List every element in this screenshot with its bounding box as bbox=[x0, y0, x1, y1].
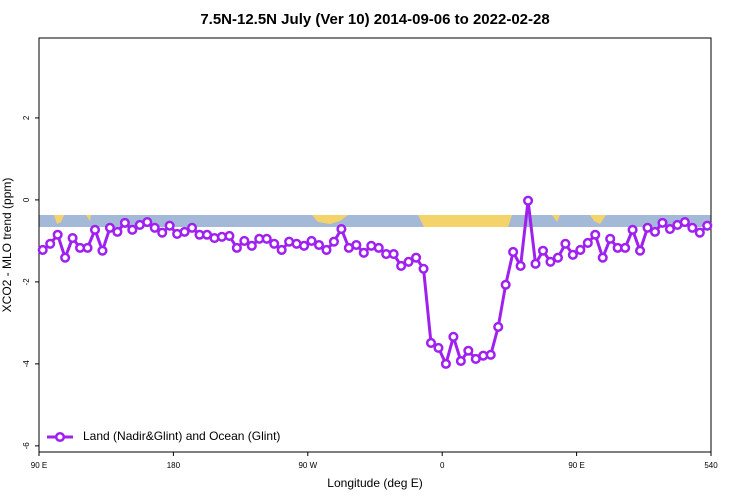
land bbox=[312, 215, 348, 224]
data-point bbox=[537, 245, 549, 256]
data-point bbox=[649, 226, 661, 237]
data-point bbox=[351, 239, 362, 251]
y-tick-label: -4 bbox=[22, 360, 31, 368]
data-point bbox=[231, 242, 242, 253]
data-point bbox=[37, 244, 48, 255]
data-point bbox=[67, 232, 78, 244]
data-point bbox=[515, 260, 526, 271]
data-point bbox=[119, 217, 130, 228]
data-point bbox=[627, 224, 638, 235]
x-tick-label: 90 W bbox=[298, 461, 317, 470]
data-point bbox=[605, 233, 616, 244]
data-point bbox=[142, 216, 153, 228]
data-point bbox=[60, 252, 71, 263]
data-point bbox=[261, 233, 272, 244]
data-point bbox=[567, 249, 578, 260]
data-point bbox=[433, 342, 444, 353]
data-point bbox=[396, 260, 407, 271]
data-point bbox=[45, 238, 56, 249]
land bbox=[590, 215, 606, 224]
data-point bbox=[411, 252, 422, 263]
data-point bbox=[664, 223, 675, 235]
data-point bbox=[448, 331, 459, 342]
data-point bbox=[642, 222, 653, 233]
data-point bbox=[597, 252, 608, 263]
data-point bbox=[89, 224, 101, 235]
data-point bbox=[545, 256, 556, 267]
data-point bbox=[418, 263, 429, 274]
land bbox=[86, 215, 91, 221]
data-point bbox=[104, 222, 115, 233]
data-point bbox=[493, 321, 504, 333]
y-tick-label: -2 bbox=[22, 278, 31, 286]
land bbox=[552, 215, 560, 222]
data-point bbox=[52, 229, 63, 240]
data-point bbox=[187, 222, 198, 233]
x-axis-label: Longitude (deg E) bbox=[327, 476, 422, 490]
data-point bbox=[500, 279, 511, 290]
x-tick-label: 90 E bbox=[568, 461, 584, 470]
x-tick-label: 180 bbox=[167, 461, 181, 470]
data-point bbox=[82, 242, 93, 253]
data-point bbox=[485, 349, 496, 360]
data-point bbox=[313, 239, 325, 251]
data-point bbox=[530, 258, 541, 269]
data-point bbox=[149, 222, 160, 233]
data-point bbox=[635, 245, 646, 256]
data-point bbox=[403, 256, 414, 267]
data-point bbox=[694, 227, 705, 238]
data-point bbox=[582, 237, 593, 249]
data-point bbox=[239, 235, 250, 246]
x-tick-label: 540 bbox=[704, 461, 718, 470]
data-point bbox=[321, 244, 332, 255]
data-point bbox=[702, 220, 713, 231]
data-point bbox=[679, 216, 690, 228]
data-point bbox=[336, 223, 347, 235]
data-point bbox=[388, 248, 399, 260]
data-point bbox=[246, 240, 257, 251]
y-tick-label: 0 bbox=[22, 197, 31, 202]
data-point bbox=[127, 224, 138, 235]
data-point bbox=[425, 337, 437, 349]
data-point bbox=[590, 229, 601, 240]
legend-label: Land (Nadir&Glint) and Ocean (Glint) bbox=[83, 429, 280, 443]
data-point bbox=[164, 220, 175, 231]
data-point bbox=[97, 245, 108, 256]
data-point bbox=[373, 242, 384, 253]
legend-marker bbox=[54, 431, 66, 443]
data-point bbox=[440, 358, 451, 369]
data-point bbox=[687, 222, 698, 233]
x-tick-label: 90 E bbox=[31, 461, 47, 470]
data-point bbox=[306, 235, 317, 246]
ocean-band bbox=[39, 215, 711, 227]
chart-title: 7.5N-12.5N July (Ver 10) 2014-09-06 to 2… bbox=[200, 11, 549, 28]
data-point bbox=[463, 345, 474, 356]
data-point bbox=[575, 244, 586, 255]
data-point bbox=[508, 246, 519, 258]
x-tick-label: 0 bbox=[440, 461, 445, 470]
data-point bbox=[358, 247, 369, 258]
data-point bbox=[276, 244, 287, 255]
data-point bbox=[328, 236, 339, 247]
y-tick-label: 2 bbox=[22, 115, 31, 120]
plot-frame bbox=[38, 37, 712, 453]
data-point bbox=[560, 238, 571, 249]
data-point bbox=[269, 238, 280, 249]
data-point bbox=[224, 230, 235, 242]
data-point bbox=[552, 252, 563, 263]
y-axis-label: XCO2 - MLO trend (ppm) bbox=[0, 178, 14, 313]
data-point bbox=[157, 227, 168, 238]
data-point bbox=[299, 240, 310, 251]
land bbox=[54, 215, 64, 224]
data-point bbox=[112, 226, 123, 237]
data-point bbox=[455, 355, 466, 367]
land bbox=[418, 215, 512, 227]
data-point bbox=[620, 242, 631, 253]
data-point bbox=[657, 217, 668, 228]
map-strip bbox=[39, 215, 711, 227]
y-tick-label: -6 bbox=[22, 442, 31, 450]
data-point bbox=[523, 195, 534, 206]
data-point bbox=[179, 226, 190, 237]
